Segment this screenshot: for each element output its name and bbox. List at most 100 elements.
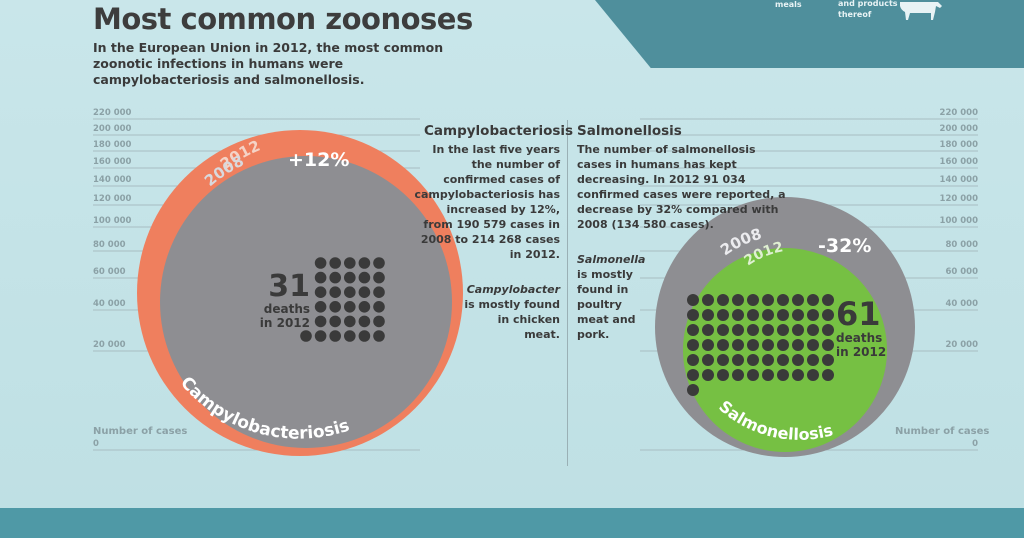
death-dot [373,315,385,328]
death-dot [792,309,804,321]
death-dot [358,286,371,299]
death-dot [747,339,759,351]
salmo-source-organism: Salmonella [577,253,646,266]
death-dot [807,324,819,336]
death-dot [717,294,729,306]
death-dot [314,315,327,328]
death-dot [822,339,834,351]
axis-tick-left: 20 000 [93,340,126,350]
campylo-death-dots [300,257,385,342]
death-dot [702,354,714,366]
death-dot [702,324,714,336]
death-dot [314,330,327,342]
death-dot [702,369,714,381]
death-dot [358,315,371,328]
death-dot [792,339,804,351]
campylo-source-organism: Campylobacter [466,283,560,296]
death-dot [344,301,356,313]
death-dot [344,271,356,284]
death-dot [314,286,327,299]
death-dot [358,271,371,284]
axis-caption-right: Number of cases [895,426,990,437]
death-dot [329,301,342,313]
axis-tick-right: 160 000 [939,157,978,167]
death-dot [732,294,744,306]
death-dot [732,324,744,336]
axis-tick-left: 60 000 [93,267,126,277]
salmo-description: The number of salmonellosis cases in hum… [577,143,786,231]
axis-tick-right: 220 000 [939,108,978,118]
death-dot [687,339,699,351]
death-dot [344,257,356,269]
death-dot [777,339,789,351]
death-dot [822,369,834,381]
death-dot [822,309,834,321]
salmo-source-text: is mostly found in poultry meat and pork… [577,268,636,341]
banner-text-products: and products thereof [838,0,898,19]
salmo-deaths-text: deaths [836,331,882,345]
campylo-change: +12% [288,149,349,171]
death-dot [777,309,789,321]
death-dot [732,339,744,351]
death-dot [822,324,834,336]
death-dot [777,354,789,366]
death-dot [358,330,371,342]
death-dot [687,369,699,381]
axis-tick-right: 20 000 [945,340,978,350]
death-dot [762,339,774,351]
axis-tick-left: 160 000 [93,157,132,167]
death-dot [687,384,699,396]
death-dot [344,286,356,299]
death-dot [762,354,774,366]
death-dot [702,339,714,351]
page-subtitle: In the European Union in 2012, the most … [93,40,444,87]
death-dot [762,369,774,381]
death-dot [717,339,729,351]
axis-tick-left: 40 000 [93,299,126,309]
death-dot [747,369,759,381]
death-dot [344,330,356,342]
death-dot [807,309,819,321]
death-dot [687,294,699,306]
death-dot [792,369,804,381]
death-dot [314,271,327,284]
axis-tick-right: 140 000 [939,175,978,185]
axis-tick-right: 120 000 [939,194,978,204]
axis-tick-right: 200 000 [939,124,978,134]
death-dot [702,294,714,306]
cow-icon [900,2,942,20]
axis-tick-left: 220 000 [93,108,132,118]
campylo-title: Campylobacteriosis [424,123,574,139]
axis-tick-right: 100 000 [939,216,978,226]
death-dot [777,324,789,336]
death-dot [344,315,356,328]
axis-tick-left: 120 000 [93,194,132,204]
salmo-deaths-year: in 2012 [836,345,886,359]
campylo-deaths-year: in 2012 [260,316,310,330]
page-title: Most common zoonoses [93,2,473,36]
death-dot [314,301,327,313]
banner-text-meals: meals [775,0,802,9]
top-banner [595,0,1024,68]
axis-tick-left: 80 000 [93,240,126,250]
axis-tick-left: 100 000 [93,216,132,226]
death-dot [762,294,774,306]
salmo-source: Salmonella is mostly found in poultry me… [577,252,647,342]
death-dot [373,301,385,313]
death-dot [732,369,744,381]
axis-tick-left: 180 000 [93,140,132,150]
axis-tick-right: 180 000 [939,140,978,150]
death-dot [762,309,774,321]
axis-tick-left: 200 000 [93,124,132,134]
death-dot [747,294,759,306]
axis-caption-left: Number of cases [93,426,188,437]
campylo-2008-circle [160,156,452,448]
death-dot [702,309,714,321]
axis-tick-right: 60 000 [945,267,978,277]
death-dot [822,294,834,306]
death-dot [717,354,729,366]
death-dot [717,309,729,321]
campylo-source-text: is mostly found in chicken meat. [464,298,560,341]
death-dot [792,294,804,306]
